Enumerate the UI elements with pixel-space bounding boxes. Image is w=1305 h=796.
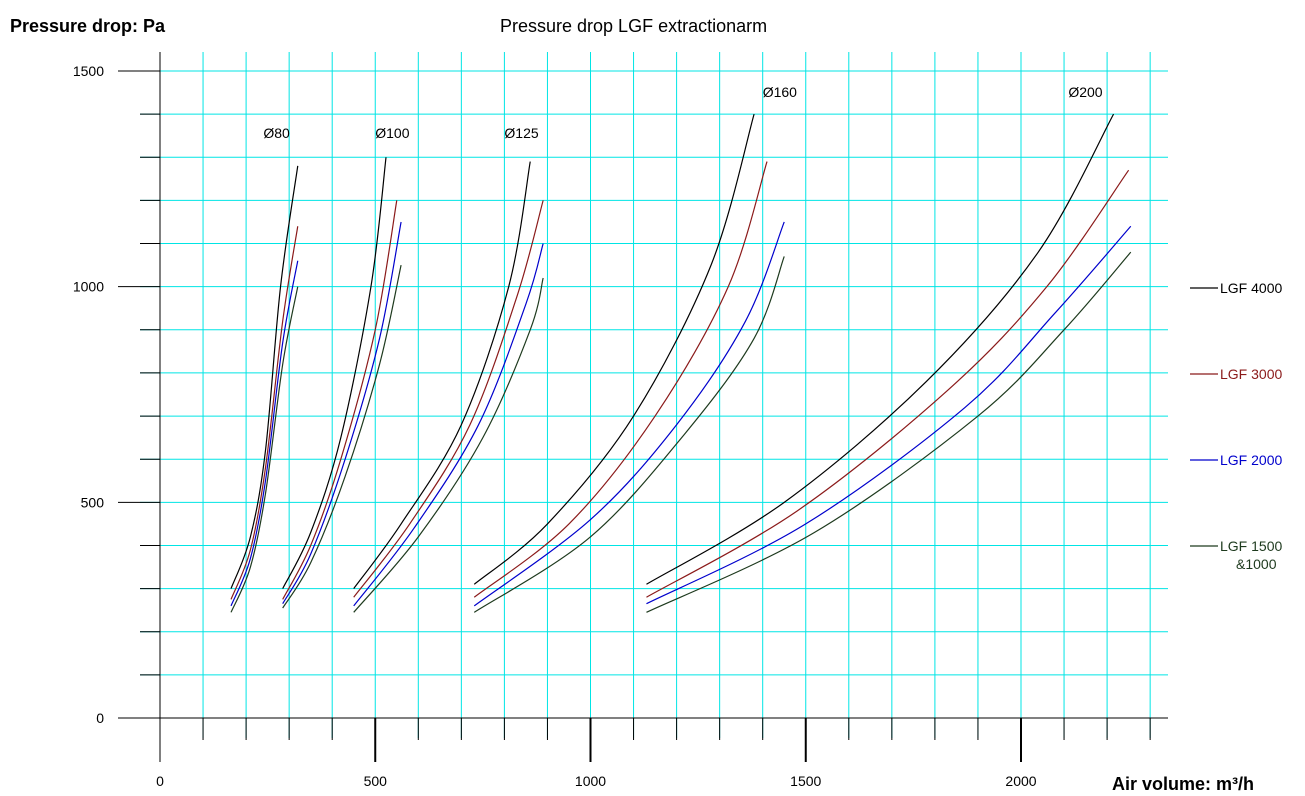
series-line	[473, 256, 785, 613]
series-line	[353, 277, 544, 613]
chart-title: Pressure drop LGF extractionarm	[500, 16, 768, 36]
series-line	[646, 169, 1130, 598]
legend-entry: &1000	[1236, 556, 1277, 572]
series-line	[230, 286, 299, 613]
x-tick-label: 1000	[575, 773, 606, 789]
series-line	[282, 200, 398, 600]
diameter-label: Ø160	[763, 84, 797, 100]
diameter-label: Ø80	[263, 125, 290, 141]
diameter-label: Ø200	[1068, 84, 1102, 100]
series-line	[353, 200, 544, 598]
legend-entry: LGF 1500	[1220, 538, 1282, 554]
y-tick-label: 1000	[73, 279, 104, 295]
series-line	[230, 165, 299, 589]
legend-entry: LGF 2000	[1220, 452, 1282, 468]
series-line	[282, 221, 402, 604]
y-tick-label: 0	[96, 710, 104, 726]
diameter-label: Ø100	[375, 125, 409, 141]
legend-entry: LGF 3000	[1220, 366, 1282, 382]
diameter-label: Ø125	[504, 125, 538, 141]
series-line	[282, 157, 387, 589]
series-line	[473, 221, 785, 607]
series-line	[646, 113, 1115, 585]
x-tick-label: 1500	[790, 773, 821, 789]
x-tick-label: 0	[156, 773, 164, 789]
series-line	[473, 113, 755, 585]
series-line	[473, 161, 768, 598]
x-tick-label: 500	[364, 773, 388, 789]
legend-entry: LGF 4000	[1220, 280, 1282, 296]
series-line	[646, 251, 1132, 613]
x-axis-label: Air volume: m³/h	[1112, 774, 1255, 794]
x-tick-label: 2000	[1005, 773, 1036, 789]
y-tick-label: 500	[81, 494, 105, 510]
series-line	[353, 243, 544, 607]
y-axis-label: Pressure drop: Pa	[10, 16, 166, 36]
series-line	[646, 225, 1132, 605]
series-line	[230, 260, 299, 607]
series-line	[353, 161, 531, 589]
series-line	[230, 226, 299, 600]
y-tick-label: 1500	[73, 63, 104, 79]
series-line	[282, 264, 402, 609]
